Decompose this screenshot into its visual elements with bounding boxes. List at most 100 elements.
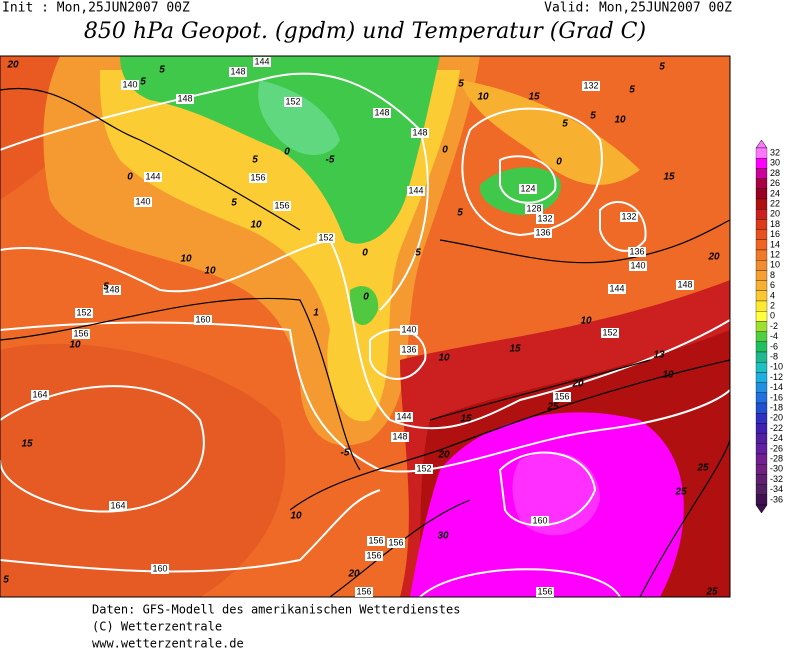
temperature-label: -5 — [326, 155, 335, 166]
label-box — [582, 81, 600, 91]
geopotential-label: 152 — [318, 232, 333, 242]
geopotential-label: 132 — [537, 213, 552, 223]
colorbar-label: -22 — [770, 423, 783, 433]
label-box — [134, 197, 152, 207]
colorbar-label: 12 — [770, 249, 780, 259]
colorbar-box — [755, 300, 768, 312]
colorbar-box — [755, 147, 768, 159]
temp-field — [460, 80, 640, 185]
colorbar-label: 2 — [770, 300, 775, 310]
colorbar-box — [755, 290, 768, 302]
colorbar-label: 0 — [770, 311, 775, 321]
temperature-label: 13 — [653, 350, 665, 361]
colorbar-arrow — [755, 504, 768, 514]
label-box — [72, 329, 90, 339]
colorbar-box — [755, 249, 768, 261]
label-box — [75, 308, 93, 318]
temperature-label: 10 — [662, 370, 674, 381]
colorbar-label: -2 — [770, 321, 778, 331]
geopotential-label: 144 — [609, 283, 624, 293]
geopotential-label: 148 — [374, 107, 389, 117]
colorbar-box — [755, 423, 768, 434]
temperature-label: 15 — [528, 92, 540, 103]
colorbar-arrow — [755, 139, 768, 149]
colorbar-label: 30 — [770, 158, 780, 168]
colorbar-box — [755, 433, 768, 444]
label-box — [317, 233, 335, 243]
geopotential-label: 144 — [254, 56, 269, 66]
geopotential-label: 156 — [388, 537, 403, 547]
colorbar-label: 8 — [770, 270, 775, 280]
geopotential-label: 140 — [122, 79, 137, 89]
label-box — [273, 201, 291, 211]
label-box — [365, 551, 383, 561]
geopotential-label: 164 — [110, 500, 125, 510]
temperature-label: 5 — [140, 77, 146, 88]
temperature-label: 5 — [458, 79, 464, 90]
temperature-label: 10 — [250, 220, 262, 231]
geopotential-label: 156 — [554, 391, 569, 401]
label-box — [400, 325, 418, 335]
geopotential-label: 148 — [412, 127, 427, 137]
temperature-label: 5 — [629, 85, 635, 96]
colorbar-box — [755, 453, 768, 465]
colorbar-label: 16 — [770, 229, 780, 239]
label-box — [194, 315, 212, 325]
geopotential-label: 156 — [356, 586, 371, 596]
colorbar-box — [755, 270, 768, 281]
label-box — [407, 186, 425, 196]
label-box — [629, 261, 647, 271]
temperature-label: 20 — [707, 252, 720, 263]
temperature-label: 10 — [477, 92, 489, 103]
label-box — [395, 412, 413, 422]
label-box — [553, 392, 571, 402]
label-box — [536, 214, 554, 224]
label-box — [608, 284, 626, 294]
label-box — [519, 184, 537, 194]
colorbar-label: 10 — [770, 260, 780, 270]
colorbar-box — [755, 372, 768, 383]
colorbar-box — [755, 484, 768, 495]
geopotential-label: 136 — [401, 344, 416, 354]
map-area — [0, 56, 730, 597]
label-box — [151, 564, 169, 574]
temperature-label: 5 — [590, 111, 596, 122]
temperature-label: 20 — [6, 60, 19, 71]
temperature-label: 15 — [21, 439, 33, 450]
colorbar-label: 22 — [770, 198, 780, 208]
colorbar-box — [755, 464, 768, 475]
temperature-label: 5 — [159, 65, 165, 76]
colorbar-box — [755, 198, 768, 210]
geopotential-label: 140 — [401, 324, 416, 334]
colorbar-label: 26 — [770, 178, 780, 188]
geopotential-label: 148 — [230, 66, 245, 76]
geopotential-label: 156 — [250, 172, 265, 182]
temperature-label: 15 — [460, 414, 472, 425]
colorbar-label: -20 — [770, 413, 783, 423]
colorbar-box — [755, 392, 768, 404]
colorbar-label: -4 — [770, 331, 778, 341]
temperature-label: 10 — [69, 340, 81, 351]
colorbar-box — [755, 443, 768, 455]
geopotential-label: 156 — [274, 200, 289, 210]
colorbar-label: -32 — [770, 474, 783, 484]
label-box — [31, 390, 49, 400]
greenland-cold — [258, 80, 340, 155]
temperature-label: 5 — [3, 575, 9, 586]
geopotential-label: 144 — [145, 171, 160, 181]
temperature-label: 0 — [442, 145, 448, 156]
init-time: Init : Mon,25JUN2007 00Z — [2, 1, 190, 16]
label-box — [628, 247, 646, 257]
label-box — [249, 173, 267, 183]
colorbar-label: -8 — [770, 351, 778, 361]
label-box — [109, 501, 127, 511]
geopotential-label: 136 — [629, 246, 644, 256]
temperature-label: 0 — [284, 147, 290, 158]
temperature-label: 5 — [103, 282, 109, 293]
colorbar-box — [755, 331, 768, 342]
colorbar-box — [755, 188, 768, 200]
temperature-label: 5 — [562, 119, 568, 130]
geopotential-label: 156 — [366, 550, 381, 560]
geopotential-label: 156 — [73, 328, 88, 338]
colorbar-label: -34 — [770, 484, 783, 494]
